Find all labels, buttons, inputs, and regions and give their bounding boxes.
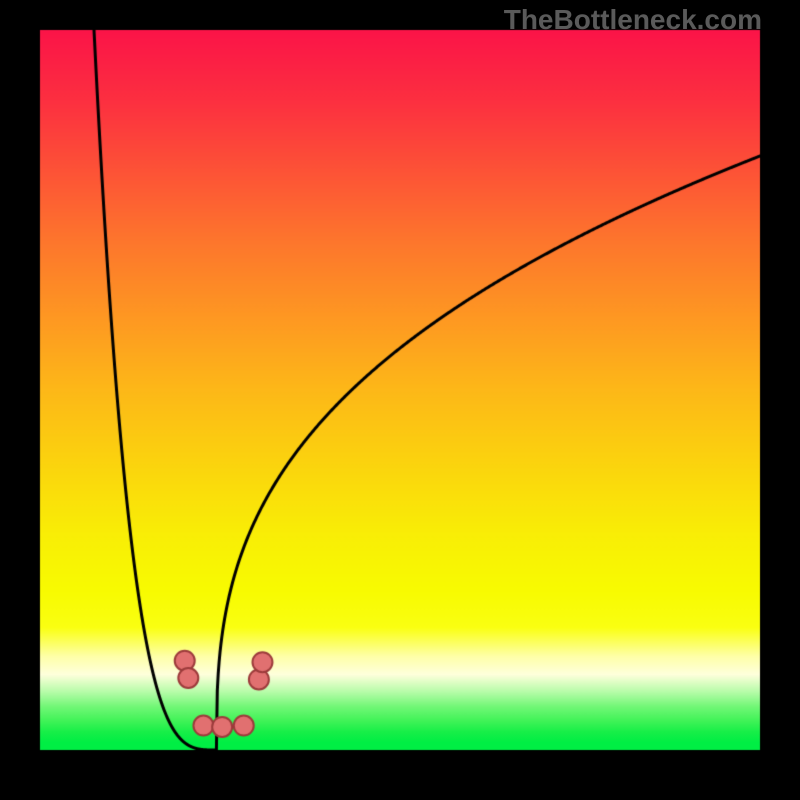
chart-container: TheBottleneck.com bbox=[0, 0, 800, 800]
watermark-text: TheBottleneck.com bbox=[504, 4, 762, 36]
gradient-v-curve-chart bbox=[0, 0, 800, 800]
